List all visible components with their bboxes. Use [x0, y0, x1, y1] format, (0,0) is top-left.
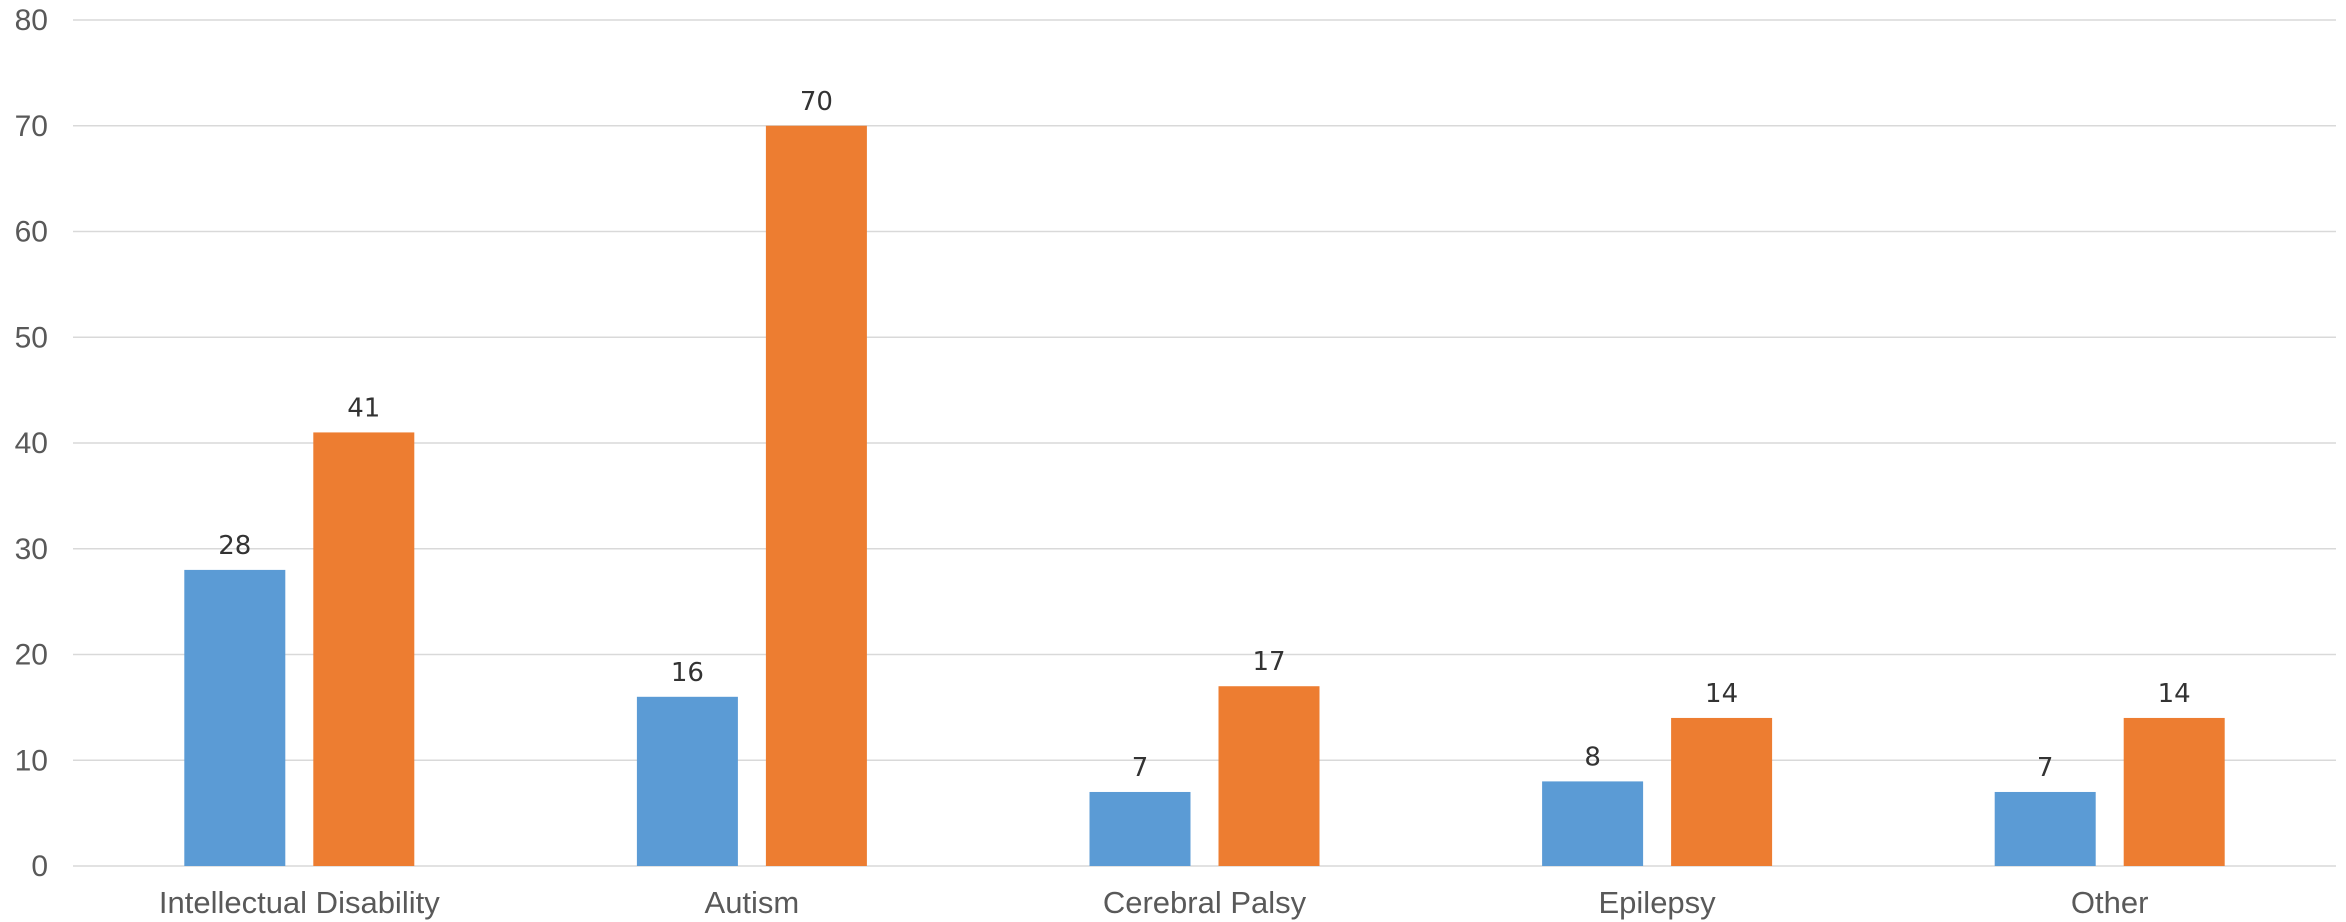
- y-tick-label-70: 70: [15, 110, 48, 143]
- x-category-label-cerebral-palsy: Cerebral Palsy: [1103, 885, 1307, 920]
- y-tick-label-0: 0: [31, 850, 48, 883]
- x-axis: Intellectual Disability Autism Cerebral Pa…: [159, 885, 2149, 920]
- x-category-label-autism: Autism: [705, 885, 800, 920]
- bar-series1-intellectual-disability: [184, 569, 286, 866]
- bar-series1-epilepsy: [1542, 781, 1644, 866]
- y-tick-label-10: 10: [15, 744, 48, 777]
- x-category-label-epilepsy: Epilepsy: [1599, 885, 1717, 920]
- y-tick-label-20: 20: [15, 639, 48, 672]
- y-tick-label-50: 50: [15, 321, 48, 354]
- y-tick-label-60: 60: [15, 216, 48, 249]
- bar-series2-autism: [765, 125, 867, 866]
- data-label-series1-autism: 16: [671, 658, 704, 688]
- y-tick-label-40: 40: [15, 427, 48, 460]
- data-label-series2-intellectual-disability: 41: [347, 393, 380, 423]
- bar-series1-autism: [636, 696, 738, 866]
- bar-series2-epilepsy: [1671, 717, 1773, 866]
- data-label-series1-intellectual-disability: 28: [218, 531, 251, 561]
- x-category-label-other: Other: [2071, 885, 2149, 920]
- gridlines: [73, 19, 2336, 867]
- bar-series1-other: [1994, 791, 2096, 866]
- bar-series2-other: [2123, 717, 2225, 866]
- data-label-series1-other: 7: [2037, 753, 2054, 783]
- data-label-series2-cerebral-palsy: 17: [1252, 647, 1285, 677]
- data-label-series2-autism: 70: [800, 87, 833, 117]
- bar-series2-intellectual-disability: [313, 432, 415, 866]
- y-tick-label-80: 80: [15, 4, 48, 37]
- bars: [184, 125, 2225, 866]
- data-label-series1-epilepsy: 8: [1584, 742, 1601, 772]
- data-labels: 28 41 16 70 7 17 8 14 7 14: [218, 87, 2190, 783]
- data-label-series1-cerebral-palsy: 7: [1132, 753, 1149, 783]
- x-category-label-intellectual-disability: Intellectual Disability: [159, 885, 440, 920]
- bar-series1-cerebral-palsy: [1089, 791, 1191, 866]
- data-label-series2-other: 14: [2158, 679, 2191, 709]
- y-tick-label-30: 30: [15, 533, 48, 566]
- bar-series2-cerebral-palsy: [1218, 686, 1320, 866]
- y-axis: 0 10 20 30 40 50 60 70 80: [15, 4, 48, 883]
- data-label-series2-epilepsy: 14: [1705, 679, 1738, 709]
